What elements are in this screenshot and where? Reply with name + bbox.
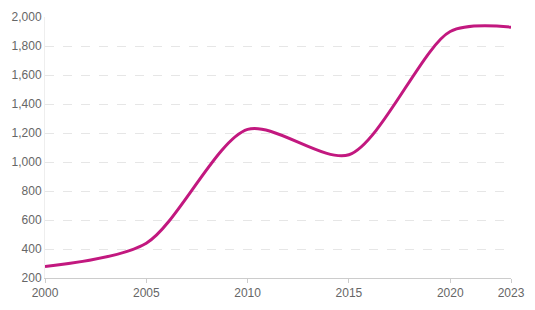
svg-text:2005: 2005: [133, 286, 160, 300]
svg-text:2020: 2020: [437, 286, 464, 300]
svg-text:2023: 2023: [498, 286, 525, 300]
svg-text:1,800: 1,800: [12, 39, 42, 53]
svg-text:1,400: 1,400: [12, 97, 42, 111]
svg-text:2010: 2010: [234, 286, 261, 300]
svg-text:1,600: 1,600: [12, 68, 42, 82]
svg-text:200: 200: [22, 271, 42, 285]
svg-text:400: 400: [22, 242, 42, 256]
svg-text:1,200: 1,200: [12, 126, 42, 140]
svg-text:2000: 2000: [32, 286, 59, 300]
svg-text:2015: 2015: [336, 286, 363, 300]
svg-text:800: 800: [22, 184, 42, 198]
svg-text:2,000: 2,000: [12, 10, 42, 24]
svg-text:1,000: 1,000: [12, 155, 42, 169]
svg-text:600: 600: [22, 213, 42, 227]
